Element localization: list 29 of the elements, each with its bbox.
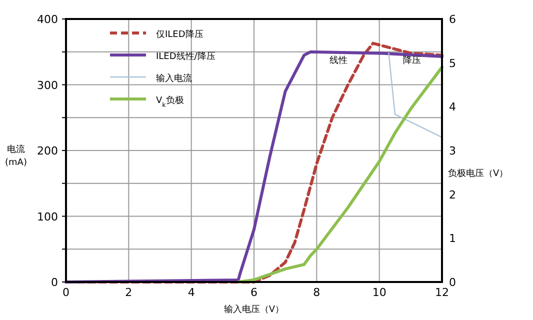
y-tick-label: 400 (37, 13, 58, 26)
y2-tick-label: 5 (449, 56, 456, 70)
annotation: 线性 (330, 55, 348, 66)
legend-label: V$_{k}$负极 (156, 95, 184, 108)
annotation: 降压 (402, 55, 421, 66)
legend-label: 仅ILED降压 (156, 29, 204, 40)
x-tick-label: 0 (62, 286, 70, 299)
legend-label: ILED线性/降压 (156, 51, 216, 62)
legend-label: 输入电流 (156, 73, 192, 84)
y-axis-title: 电流 (mA) (5, 144, 27, 168)
x-tick-label: 12 (435, 286, 449, 299)
y2-tick-label: 6 (449, 13, 456, 26)
y2-tick-label: 0 (449, 276, 456, 289)
y-tick-label: 0 (51, 276, 58, 289)
x-tick-label: 2 (125, 286, 132, 299)
y-tick-label: 300 (37, 78, 58, 92)
x-tick-label: 6 (250, 286, 258, 299)
x-tick-label: 4 (188, 286, 195, 299)
x-tick-label: 10 (372, 286, 386, 299)
line-series (236, 66, 444, 284)
y2-tick-label: 1 (449, 232, 456, 246)
y2-tick-label: 3 (449, 144, 456, 158)
y2-tick-label: 4 (449, 100, 456, 114)
y-tick-label: 100 (37, 210, 58, 224)
y2-axis-title: 负极电压（V） (448, 168, 508, 179)
x-tick-label: 8 (313, 286, 320, 299)
y2-tick-label: 2 (449, 188, 456, 202)
y-tick-label: 200 (37, 144, 58, 158)
x-axis-title: 输入电压（V） (224, 304, 284, 315)
